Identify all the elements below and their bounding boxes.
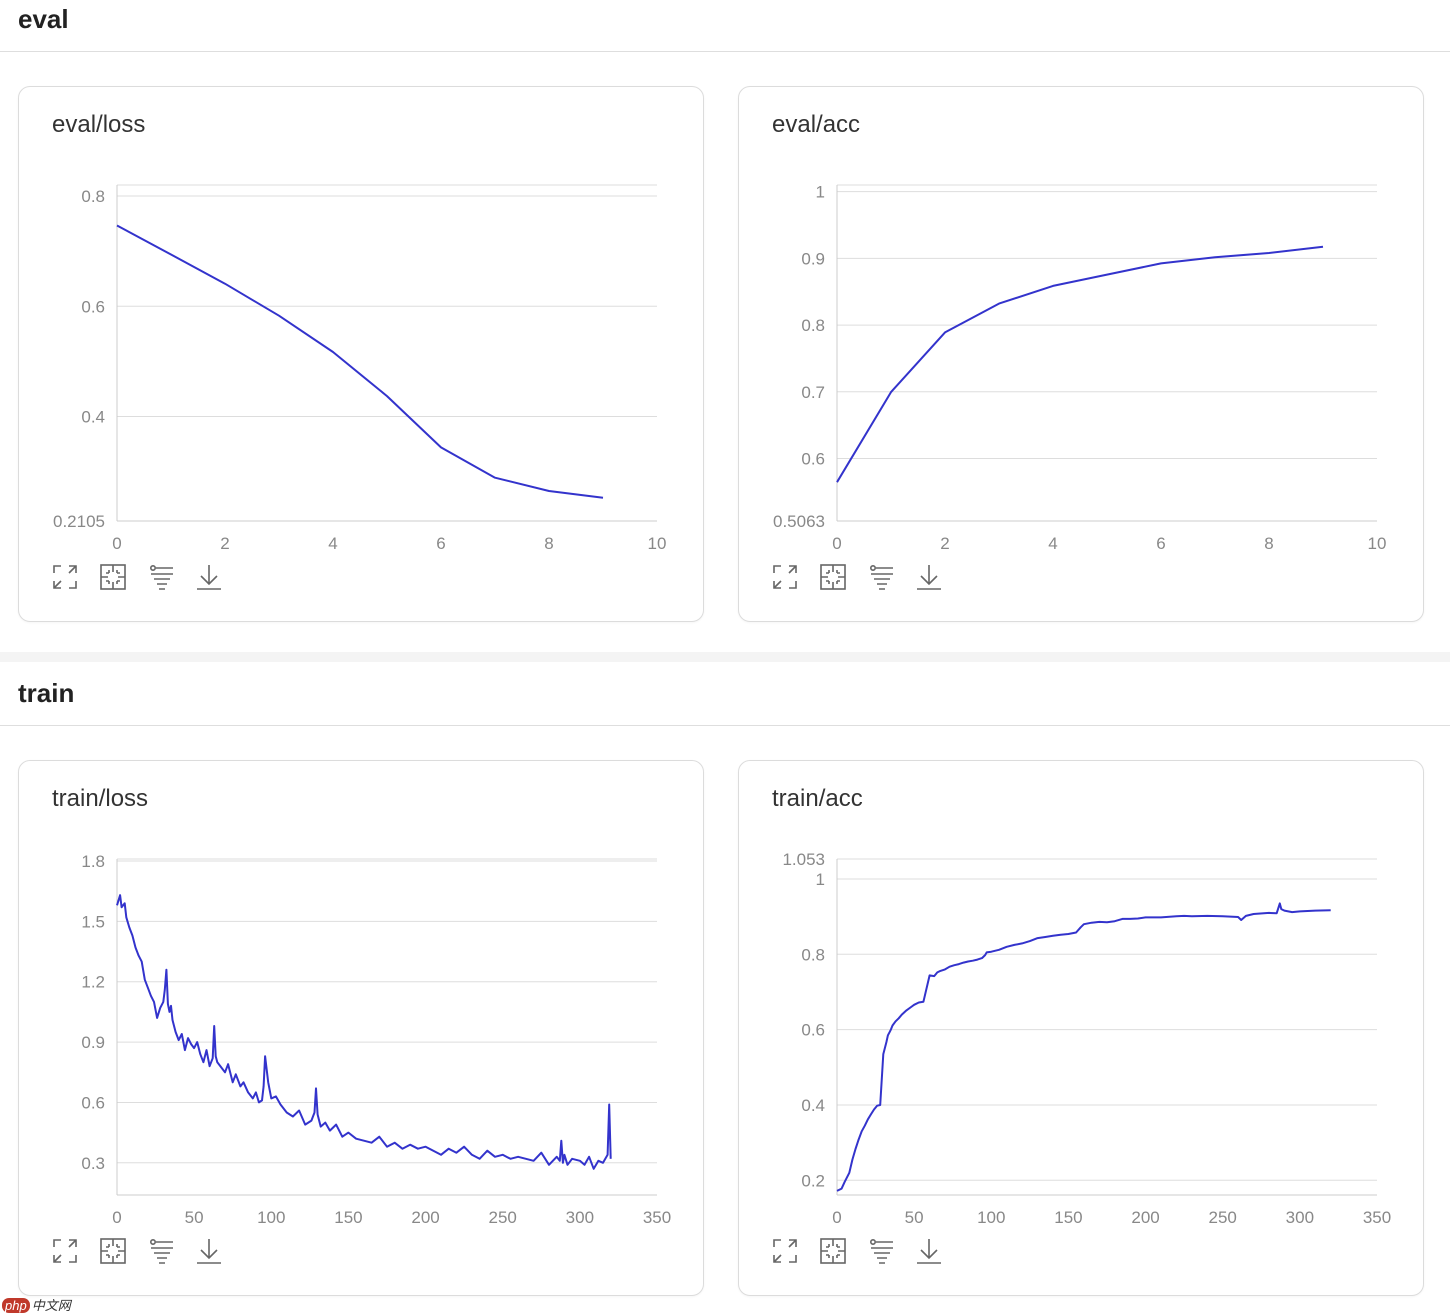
- y-tick-label: 0.4: [801, 1096, 825, 1115]
- x-tick-label: 50: [185, 1208, 204, 1227]
- y-tick-label: 0.6: [81, 297, 105, 316]
- train-loss-card: train/loss 0.3 0.6 0.9 1.2 1.5 1.8 0 50 100 150 20…: [18, 760, 704, 1296]
- x-tick-label: 2: [940, 534, 949, 553]
- x-tick-label: 300: [1286, 1208, 1314, 1227]
- filter-icon[interactable]: [865, 1235, 897, 1267]
- chart-toolbar: [49, 561, 241, 593]
- chart-toolbar: [49, 1235, 241, 1267]
- fit-icon[interactable]: [97, 1235, 129, 1267]
- x-tick-label: 250: [489, 1208, 517, 1227]
- expand-icon[interactable]: [49, 561, 81, 593]
- expand-icon[interactable]: [49, 1235, 81, 1267]
- y-tick-label: 1: [816, 183, 825, 202]
- x-tick-label: 6: [1156, 534, 1165, 553]
- x-tick-label: 100: [977, 1208, 1005, 1227]
- x-tick-label: 200: [411, 1208, 439, 1227]
- x-tick-label: 4: [1048, 534, 1057, 553]
- download-icon[interactable]: [193, 1235, 225, 1267]
- filter-icon[interactable]: [145, 561, 177, 593]
- x-tick-label: 250: [1209, 1208, 1237, 1227]
- watermark: php 中文网: [2, 1295, 71, 1314]
- eval-section-header: eval: [0, 0, 1450, 52]
- section-title-eval: eval: [18, 4, 69, 34]
- y-tick-label: 0.2105: [53, 512, 105, 531]
- series-line: [116, 224, 604, 499]
- filter-icon[interactable]: [865, 561, 897, 593]
- y-tick-label: 0.7: [801, 383, 825, 402]
- expand-icon[interactable]: [769, 561, 801, 593]
- y-tick-label: 1.5: [81, 912, 105, 931]
- fit-icon[interactable]: [97, 561, 129, 593]
- x-tick-label: 8: [544, 534, 553, 553]
- x-tick-label: 200: [1131, 1208, 1159, 1227]
- y-tick-label: 0.3: [81, 1154, 105, 1173]
- x-tick-label: 4: [328, 534, 337, 553]
- chart-title-eval-loss: eval/loss: [52, 111, 146, 138]
- x-tick-label: 10: [648, 534, 667, 553]
- y-tick-label: 0.8: [801, 945, 825, 964]
- x-tick-label: 350: [1363, 1208, 1391, 1227]
- y-tick-label: 0.8: [81, 187, 105, 206]
- x-tick-label: 300: [566, 1208, 594, 1227]
- y-tick-label: 1.053: [782, 850, 825, 869]
- train-acc-card: train/acc 0.2 0.4 0.6 0.8 1 1.053 0 50 100 150 200…: [738, 760, 1424, 1296]
- chart-toolbar: [769, 1235, 961, 1267]
- train-loss-chart[interactable]: 0.3 0.6 0.9 1.2 1.5 1.8 0 50 100 150 200 250 300 350: [19, 761, 705, 1231]
- x-tick-label: 350: [643, 1208, 671, 1227]
- x-tick-label: 0: [832, 534, 841, 553]
- eval-loss-card: eval/loss 0.2105 0.4 0.6 0.8 0 2 4 6 8 10: [18, 86, 704, 622]
- y-tick-label: 1: [816, 870, 825, 889]
- y-tick-label: 0.4: [81, 408, 105, 427]
- y-tick-label: 0.5063: [773, 512, 825, 531]
- series-line: [836, 245, 1324, 483]
- x-tick-label: 150: [1054, 1208, 1082, 1227]
- train-section-header: train: [0, 674, 1450, 726]
- watermark-logo: php: [2, 1298, 30, 1313]
- y-tick-label: 0.8: [801, 316, 825, 335]
- x-tick-label: 10: [1368, 534, 1387, 553]
- x-tick-label: 8: [1264, 534, 1273, 553]
- filter-icon[interactable]: [145, 1235, 177, 1267]
- chart-title-train-loss: train/loss: [52, 785, 149, 812]
- x-tick-label: 0: [112, 534, 121, 553]
- section-title-train: train: [18, 678, 75, 708]
- y-tick-label: 0.9: [801, 249, 825, 268]
- eval-loss-chart[interactable]: 0.2105 0.4 0.6 0.8 0 2 4 6 8 10: [19, 87, 705, 557]
- download-icon[interactable]: [913, 1235, 945, 1267]
- x-tick-label: 50: [905, 1208, 924, 1227]
- fit-icon[interactable]: [817, 561, 849, 593]
- series-line: [116, 894, 612, 1170]
- y-tick-label: 0.6: [801, 449, 825, 468]
- series-line: [836, 902, 1331, 1192]
- eval-acc-card: eval/acc 0.5063 0.6 0.7 0.8 0.9 1 0 2 4 6 8 10: [738, 86, 1424, 622]
- fit-icon[interactable]: [817, 1235, 849, 1267]
- watermark-text: 中文网: [31, 1298, 71, 1313]
- chart-title-train-acc: train/acc: [772, 785, 863, 812]
- y-tick-label: 0.2: [801, 1171, 825, 1190]
- y-tick-label: 0.6: [81, 1093, 105, 1112]
- download-icon[interactable]: [193, 561, 225, 593]
- x-tick-label: 6: [436, 534, 445, 553]
- y-tick-label: 1.8: [81, 852, 105, 871]
- chart-toolbar: [769, 561, 961, 593]
- y-tick-label: 0.9: [81, 1033, 105, 1052]
- x-tick-label: 150: [334, 1208, 362, 1227]
- chart-title-eval-acc: eval/acc: [772, 111, 861, 138]
- y-tick-label: 0.6: [801, 1021, 825, 1040]
- x-tick-label: 100: [257, 1208, 285, 1227]
- section-divider: [0, 652, 1450, 662]
- download-icon[interactable]: [913, 561, 945, 593]
- expand-icon[interactable]: [769, 1235, 801, 1267]
- x-tick-label: 2: [220, 534, 229, 553]
- x-tick-label: 0: [112, 1208, 121, 1227]
- x-tick-label: 0: [832, 1208, 841, 1227]
- y-tick-label: 1.2: [81, 973, 105, 992]
- train-acc-chart[interactable]: 0.2 0.4 0.6 0.8 11.053 0 50 100 150 200 250 300 350: [739, 761, 1425, 1231]
